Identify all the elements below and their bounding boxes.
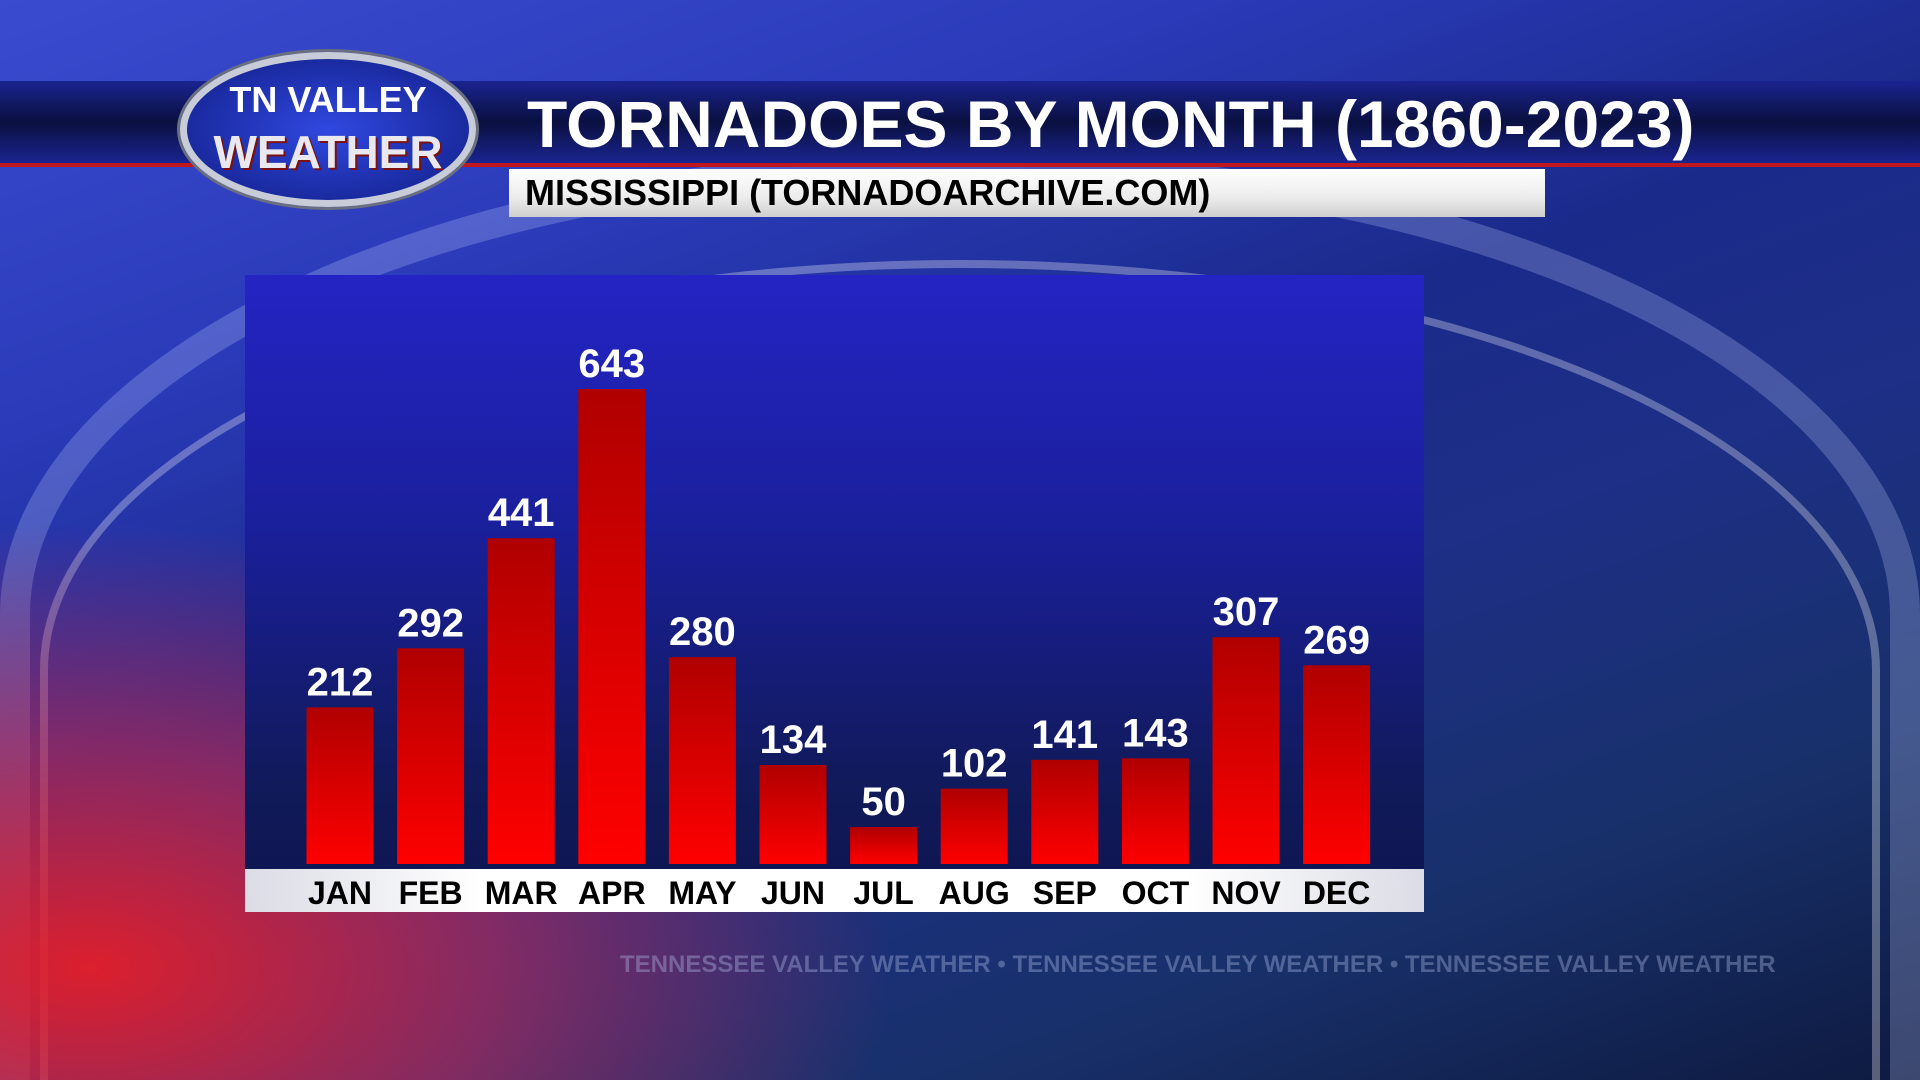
x-tick-label-apr: APR: [578, 875, 646, 911]
bar-sep: [1031, 759, 1099, 864]
data-label-aug: 102: [941, 742, 1008, 786]
bar-feb: [397, 648, 465, 864]
x-tick-label-nov: NOV: [1211, 875, 1281, 911]
data-label-oct: 143: [1122, 711, 1189, 755]
bar-dec: [1303, 665, 1371, 864]
x-tick-label-dec: DEC: [1303, 875, 1371, 911]
bar-jul: [850, 827, 918, 864]
data-label-jul: 50: [861, 780, 906, 824]
x-tick-label-aug: AUG: [939, 875, 1010, 911]
bar-apr: [578, 389, 646, 864]
data-label-may: 280: [669, 610, 736, 654]
logo-line2: WEATHER: [213, 126, 443, 178]
x-tick-label-oct: OCT: [1122, 875, 1190, 911]
bar-jun: [759, 765, 827, 864]
data-label-dec: 269: [1303, 618, 1370, 662]
bar-oct: [1121, 758, 1189, 864]
tn-valley-weather-logo: TN VALLEY WEATHER: [180, 52, 476, 207]
month-label-strip: [245, 869, 1424, 912]
bar-aug: [940, 788, 1008, 864]
data-label-jun: 134: [760, 718, 827, 762]
x-tick-label-feb: FEB: [399, 875, 463, 911]
x-tick-label-sep: SEP: [1033, 875, 1097, 911]
data-label-feb: 292: [397, 601, 464, 645]
x-tick-label-jan: JAN: [308, 875, 372, 911]
subtitle-box: MISSISSIPPI (TORNADOARCHIVE.COM): [509, 169, 1545, 217]
x-tick-label-mar: MAR: [485, 875, 558, 911]
data-label-jan: 212: [307, 660, 374, 704]
chart-subtitle: MISSISSIPPI (TORNADOARCHIVE.COM): [525, 172, 1211, 213]
x-tick-label-jun: JUN: [761, 875, 825, 911]
bar-nov: [1212, 637, 1280, 864]
logo-line1: TN VALLEY: [229, 79, 427, 120]
data-label-sep: 141: [1031, 713, 1098, 757]
watermark: TENNESSEE VALLEY WEATHER • TENNESSEE VAL…: [620, 951, 1776, 978]
data-label-mar: 441: [488, 491, 555, 535]
bar-jan: [306, 707, 374, 864]
bar-mar: [487, 538, 555, 864]
x-tick-label-jul: JUL: [853, 875, 913, 911]
bar-may: [668, 657, 736, 864]
x-tick-label-may: MAY: [668, 875, 736, 911]
chart-title: TORNADOES BY MONTH (1860-2023): [527, 87, 1695, 161]
data-label-apr: 643: [578, 342, 645, 386]
data-label-nov: 307: [1213, 590, 1280, 634]
